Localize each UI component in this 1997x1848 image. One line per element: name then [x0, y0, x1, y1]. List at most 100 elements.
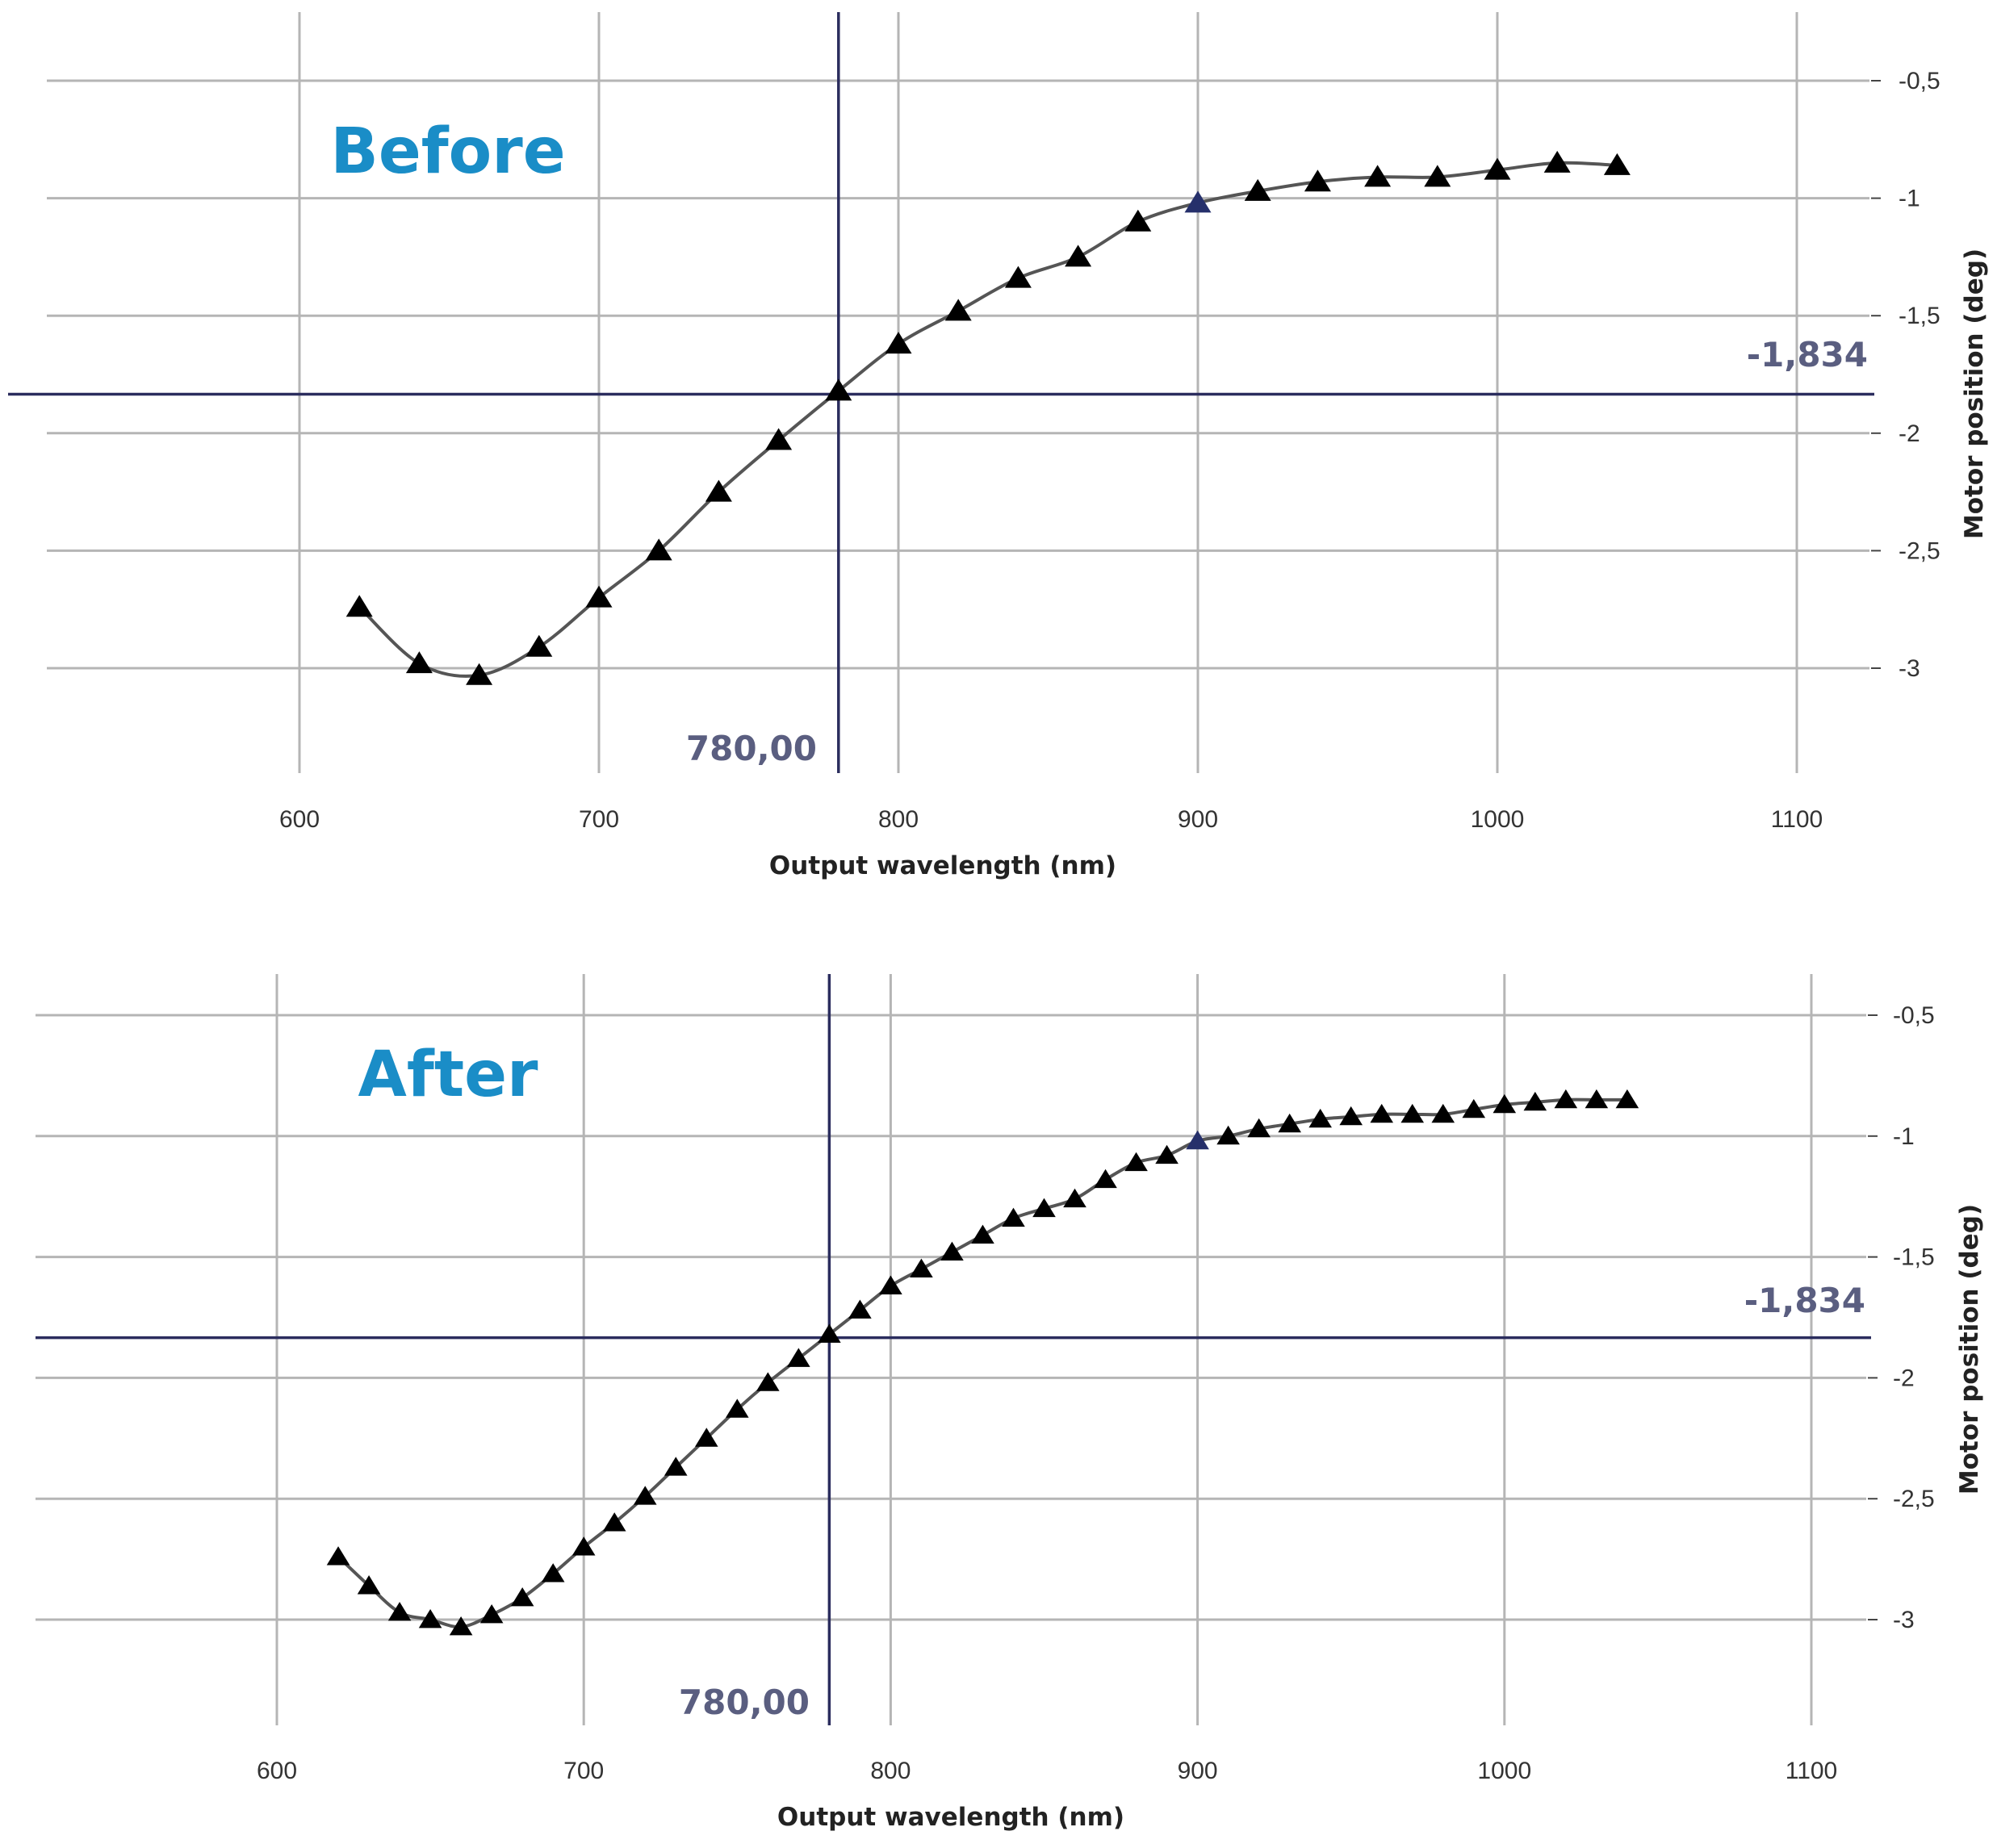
- data-point: [971, 1224, 994, 1244]
- data-point: [345, 595, 373, 617]
- data-point: [848, 1299, 872, 1319]
- y-tick-label: -3: [1899, 655, 1920, 682]
- data-point: [664, 1457, 688, 1476]
- data-point: [1002, 1207, 1025, 1227]
- x-tick-label: 1100: [1771, 806, 1823, 833]
- grid: [36, 974, 1866, 1725]
- cursor-x-readout: 780,00: [679, 1683, 810, 1722]
- data-point: [585, 585, 613, 608]
- data-point: [787, 1348, 810, 1367]
- data-point: [879, 1275, 902, 1294]
- data-point: [694, 1428, 718, 1447]
- data-point: [1431, 1103, 1455, 1123]
- series-line: [337, 1098, 1627, 1629]
- series-curve: [358, 161, 1618, 678]
- x-axis-title: Output wavelength (nm): [769, 851, 1116, 880]
- data-point: [1462, 1098, 1486, 1118]
- y-tick-label: -0,5: [1899, 68, 1940, 94]
- cursor-y-readout: -1,834: [1747, 335, 1868, 374]
- data-point: [1063, 1188, 1086, 1208]
- data-point: [1065, 245, 1092, 267]
- data-point: [1484, 157, 1511, 180]
- data-point: [705, 479, 732, 502]
- data-point: [1124, 209, 1152, 232]
- data-point: [1124, 1152, 1148, 1172]
- data-point: [1400, 1103, 1425, 1123]
- series-markers: [326, 1089, 1639, 1636]
- y-axis-ticks: -0,5 -1 -1,5 -2 -2,5 -3: [1871, 68, 1940, 682]
- data-point: [541, 1563, 565, 1583]
- series-line: [358, 161, 1618, 678]
- data-point: [466, 663, 493, 685]
- data-point: [818, 1323, 841, 1343]
- data-point: [387, 1602, 412, 1621]
- data-point: [1370, 1103, 1394, 1123]
- data-point: [602, 1512, 626, 1532]
- data-point: [1308, 1108, 1332, 1128]
- y-tick-label: -2,5: [1899, 537, 1940, 564]
- data-point-selected: [1184, 190, 1212, 213]
- data-point: [1554, 1089, 1578, 1109]
- data-point: [449, 1616, 473, 1636]
- series-curve: [337, 1098, 1627, 1629]
- data-point: [1493, 1093, 1517, 1114]
- y-tick-label: -0,5: [1893, 1002, 1935, 1029]
- x-axis-ticks: 600 700 800 900 1000 1100: [257, 1758, 1837, 1784]
- y-tick-label: -1: [1893, 1123, 1915, 1150]
- data-point: [571, 1537, 596, 1556]
- series-markers: [345, 150, 1631, 685]
- x-tick-label: 600: [257, 1758, 297, 1784]
- y-tick-label: -1,5: [1893, 1244, 1935, 1271]
- data-point: [910, 1258, 933, 1277]
- panel-label: Before: [330, 115, 565, 188]
- y-tick-label: -2,5: [1893, 1486, 1935, 1512]
- data-point: [756, 1372, 780, 1391]
- y-tick-label: -2: [1899, 420, 1920, 447]
- data-point: [357, 1575, 381, 1595]
- data-point: [765, 428, 793, 450]
- data-point-selected: [1186, 1130, 1209, 1150]
- cursor-x-readout: 780,00: [686, 729, 817, 768]
- data-point: [1032, 1198, 1056, 1218]
- data-point: [944, 299, 972, 321]
- crosshair-cursor[interactable]: [8, 12, 1874, 773]
- data-point: [940, 1241, 964, 1261]
- data-point: [1339, 1106, 1363, 1126]
- panel-label: After: [358, 1039, 538, 1111]
- y-tick-label: -2: [1893, 1365, 1915, 1391]
- data-point: [633, 1486, 657, 1505]
- y-tick-label: -1,5: [1899, 303, 1940, 329]
- data-point: [1278, 1113, 1301, 1133]
- data-point: [1304, 169, 1331, 192]
- data-point: [885, 332, 912, 354]
- x-tick-label: 900: [1178, 806, 1218, 833]
- x-tick-label: 1000: [1471, 806, 1525, 833]
- data-point: [479, 1604, 504, 1624]
- data-point: [1155, 1144, 1179, 1164]
- y-axis-title: Motor position (deg): [1955, 1204, 1984, 1495]
- crosshair-cursor[interactable]: [36, 974, 1871, 1725]
- data-point: [726, 1399, 749, 1418]
- data-point: [1216, 1125, 1240, 1145]
- x-tick-label: 900: [1178, 1758, 1218, 1784]
- data-point: [1615, 1089, 1639, 1109]
- cursor-y-readout: -1,834: [1744, 1281, 1865, 1320]
- x-tick-label: 600: [279, 806, 320, 833]
- y-tick-label: -3: [1893, 1607, 1915, 1633]
- grid: [47, 12, 1869, 773]
- data-point: [510, 1587, 534, 1607]
- data-point: [1247, 1118, 1271, 1138]
- x-tick-label: 700: [579, 806, 619, 833]
- data-point: [1004, 265, 1032, 288]
- data-point: [1424, 165, 1451, 187]
- x-axis-title: Output wavelength (nm): [777, 1803, 1124, 1832]
- data-point: [1244, 178, 1271, 201]
- x-tick-label: 1000: [1477, 1758, 1531, 1784]
- y-tick-label: -1: [1899, 186, 1920, 212]
- x-tick-label: 800: [878, 806, 919, 833]
- data-point: [1094, 1169, 1117, 1189]
- chart-after: -0,5-1-1,5-2-2,5-3 600 700 800 900 1000 1100 …: [36, 974, 1984, 1832]
- x-tick-label: 1100: [1786, 1758, 1838, 1784]
- x-tick-label: 700: [563, 1758, 604, 1784]
